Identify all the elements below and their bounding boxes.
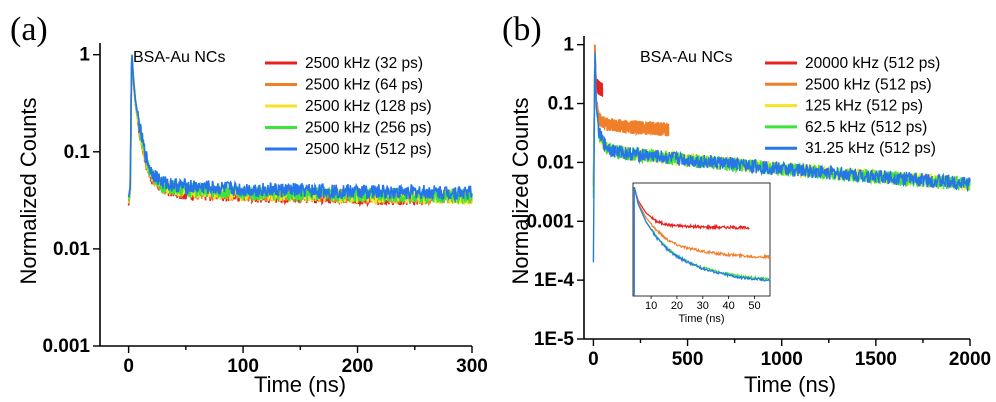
panel-b: (b) Normalized Counts Time (ns) 0 500 1000… (502, 11, 991, 397)
y-tick-label: 0.001 (526, 211, 574, 232)
x-tick-label: 0 (588, 349, 599, 370)
inset-x-tick-label: 10 (645, 300, 657, 312)
legend-entry: 2500 kHz (256 ps) (305, 120, 432, 137)
y-tick-label: 1E-5 (534, 329, 575, 350)
legend-entry: 2500 kHz (512 ps) (805, 76, 932, 93)
y-tick-label: 0.1 (64, 142, 91, 163)
panel-a-xlabel: Time (ns) (254, 372, 346, 397)
legend-entry: 62.5 kHz (512 ps) (805, 119, 927, 136)
panel-a-label: (a) (10, 11, 48, 48)
panel-b-inset: 10 20 30 40 50 Time (ns) (633, 183, 770, 325)
x-tick-label: 300 (456, 356, 488, 377)
legend-entry: 2500 kHz (128 ps) (305, 98, 432, 115)
legend-entry: 31.25 kHz (512 ps) (805, 140, 936, 157)
panel-b-sample-label: BSA-Au NCs (640, 49, 732, 66)
y-tick-label: 1E-4 (534, 270, 575, 291)
panel-a-sample-label: BSA-Au NCs (133, 49, 225, 66)
x-tick-label: 1000 (761, 349, 803, 370)
panel-a: (a) Normalized Counts Time (ns) 0 100 200 3… (10, 11, 488, 397)
y-tick-label: 0.01 (537, 152, 574, 173)
x-tick-label: 200 (342, 356, 374, 377)
inset-x-tick-label: 30 (697, 300, 709, 312)
legend-entry: 2500 kHz (64 ps) (305, 77, 423, 94)
x-tick-label: 500 (672, 349, 704, 370)
panel-b-xlabel: Time (ns) (744, 372, 836, 397)
x-tick-label: 2000 (949, 349, 991, 370)
panel-b-ylabel: Normalized Counts (508, 97, 533, 284)
panel-b-legend: 20000 kHz (512 ps) 2500 kHz (512 ps) 125 k… (765, 55, 940, 157)
inset-x-tick-label: 50 (748, 300, 760, 312)
panel-a-legend: 2500 kHz (32 ps) 2500 kHz (64 ps) 2500 kHz… (265, 55, 432, 158)
legend-entry: 20000 kHz (512 ps) (805, 55, 940, 72)
y-tick-label: 0.001 (42, 336, 90, 357)
inset-x-tick-label: 40 (723, 300, 735, 312)
legend-entry: 125 kHz (512 ps) (805, 98, 923, 115)
y-tick-label: 1 (79, 45, 90, 66)
legend-entry: 2500 kHz (512 ps) (305, 141, 432, 158)
panel-b-label: (b) (502, 11, 542, 48)
inset-xlabel: Time (ns) (678, 313, 724, 325)
y-tick-label: 1 (563, 35, 574, 56)
panel-a-ylabel: Normalized Counts (16, 97, 41, 284)
y-tick-label: 0.01 (53, 239, 90, 260)
legend-entry: 2500 kHz (32 ps) (305, 55, 423, 72)
inset-x-tick-label: 20 (671, 300, 683, 312)
x-tick-label: 1500 (855, 349, 897, 370)
x-tick-label: 0 (123, 356, 134, 377)
y-tick-label: 0.1 (548, 94, 575, 115)
x-tick-label: 100 (227, 356, 259, 377)
